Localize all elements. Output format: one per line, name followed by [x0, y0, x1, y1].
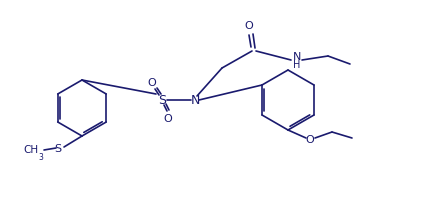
Text: S: S — [158, 94, 166, 106]
Text: H: H — [293, 60, 301, 70]
Text: O: O — [306, 135, 314, 145]
Text: O: O — [148, 78, 157, 88]
Text: S: S — [54, 144, 61, 154]
Text: N: N — [190, 94, 200, 106]
Text: 3: 3 — [38, 154, 43, 162]
Text: O: O — [164, 114, 172, 124]
Text: CH: CH — [23, 145, 38, 155]
Text: O: O — [245, 21, 253, 31]
Text: N: N — [293, 52, 301, 62]
